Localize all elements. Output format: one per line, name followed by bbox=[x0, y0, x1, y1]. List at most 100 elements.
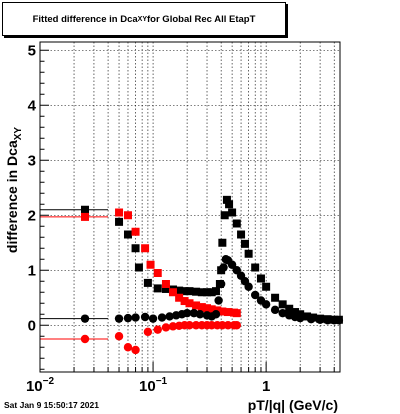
chart-title-suffix: for Global Rec All EtapT bbox=[147, 13, 256, 25]
data-point-square bbox=[203, 304, 212, 313]
data-point-square bbox=[185, 299, 194, 308]
data-point-circle bbox=[219, 263, 228, 272]
data-point-square bbox=[220, 211, 229, 220]
chart-title-prefix: Fitted difference in Dca bbox=[32, 13, 138, 25]
error-bar-layer bbox=[40, 209, 109, 340]
data-point-square bbox=[256, 274, 265, 283]
data-point-square bbox=[197, 288, 206, 297]
data-point-circle bbox=[295, 313, 305, 323]
y-axis-title: difference in DcaXY bbox=[4, 127, 24, 253]
data-point-square bbox=[123, 211, 132, 220]
data-point-square bbox=[207, 305, 216, 314]
data-point-square bbox=[228, 208, 237, 217]
y-tick-label: 0 bbox=[28, 317, 36, 334]
data-point-circle bbox=[80, 334, 90, 344]
data-point-circle bbox=[143, 327, 153, 337]
data-point-circle bbox=[270, 305, 280, 315]
data-point-square bbox=[180, 287, 189, 296]
data-point-square bbox=[232, 219, 241, 228]
data-point-square bbox=[262, 282, 271, 291]
data-point-square bbox=[207, 288, 216, 297]
data-point-circle bbox=[80, 314, 90, 323]
chart-title-subscript: XY bbox=[137, 15, 147, 23]
data-point-square bbox=[153, 284, 162, 293]
data-point-square bbox=[153, 269, 162, 277]
x-axis-title: pT/|q| (GeV/c) bbox=[248, 397, 338, 413]
data-point-circle bbox=[165, 312, 174, 321]
data-point-circle bbox=[148, 314, 158, 323]
y-axis-title-sub: XY bbox=[13, 127, 24, 141]
data-point-circle bbox=[161, 323, 171, 332]
data-point-square bbox=[271, 293, 280, 302]
data-point-square bbox=[161, 284, 170, 293]
data-point-square bbox=[291, 308, 300, 317]
data-point-circle bbox=[334, 316, 344, 325]
data-point-square bbox=[131, 244, 140, 253]
data-point-square bbox=[278, 300, 287, 309]
data-point-square bbox=[218, 238, 227, 247]
data-point-circle bbox=[140, 312, 150, 322]
data-point-square bbox=[222, 195, 231, 204]
y-axis-title-main: difference in Dca bbox=[4, 140, 20, 253]
data-point-circle bbox=[223, 321, 233, 330]
marker-layer bbox=[80, 195, 344, 355]
data-point-square bbox=[175, 286, 184, 295]
plot-frame bbox=[39, 41, 341, 373]
y-tick-label: 5 bbox=[28, 42, 36, 59]
x-tick-label: 10−2 bbox=[26, 376, 55, 395]
data-point-square bbox=[197, 303, 206, 312]
data-point-square bbox=[123, 230, 132, 239]
data-point-circle bbox=[323, 316, 332, 325]
y-tick-label: 1 bbox=[28, 262, 36, 279]
data-point-square bbox=[146, 260, 155, 269]
data-point-square bbox=[80, 205, 89, 214]
data-point-circle bbox=[131, 345, 140, 355]
data-point-square bbox=[224, 308, 233, 317]
data-point-square bbox=[192, 287, 201, 296]
data-point-square bbox=[225, 200, 234, 209]
data-point-circle bbox=[185, 321, 194, 330]
data-point-circle bbox=[244, 282, 253, 291]
data-point-square bbox=[143, 278, 152, 287]
data-point-square bbox=[134, 263, 143, 272]
data-point-square bbox=[161, 280, 170, 288]
data-point-square bbox=[232, 309, 241, 318]
data-point-circle bbox=[315, 315, 325, 324]
data-point-square bbox=[168, 288, 177, 297]
data-point-circle bbox=[261, 300, 271, 309]
data-point-circle bbox=[191, 321, 201, 330]
data-point-square bbox=[80, 212, 89, 221]
data-point-circle bbox=[227, 260, 237, 269]
data-point-square bbox=[180, 297, 189, 306]
y-tick-label: 3 bbox=[28, 152, 36, 169]
data-point-square bbox=[115, 217, 124, 226]
data-point-square bbox=[303, 312, 312, 321]
data-point-circle bbox=[182, 308, 192, 318]
data-point-circle bbox=[211, 310, 221, 319]
data-point-square bbox=[115, 208, 124, 217]
data-point-circle bbox=[216, 279, 226, 289]
data-point-square bbox=[240, 239, 249, 248]
data-point-square bbox=[185, 287, 194, 296]
data-point-square bbox=[244, 249, 253, 258]
data-point-square bbox=[218, 307, 227, 316]
x-tick-label: 1 bbox=[262, 378, 270, 395]
data-point-circle bbox=[123, 313, 133, 323]
data-point-circle bbox=[168, 322, 178, 331]
data-point-circle bbox=[232, 321, 241, 330]
data-point-circle bbox=[157, 313, 167, 322]
y-tick-label: 2 bbox=[28, 207, 36, 224]
data-point-circle bbox=[195, 310, 205, 319]
data-point-square bbox=[211, 287, 220, 296]
data-point-square bbox=[175, 293, 184, 302]
data-point-circle bbox=[250, 290, 260, 300]
chart-title-box: Fitted difference in Dca XY for Global Re… bbox=[2, 2, 286, 36]
data-point-square bbox=[251, 263, 260, 272]
data-point-square bbox=[237, 230, 246, 239]
tick-layer bbox=[39, 49, 335, 372]
data-point-square bbox=[131, 227, 140, 236]
data-point-circle bbox=[123, 343, 133, 352]
data-point-square bbox=[285, 304, 294, 313]
data-point-circle bbox=[114, 332, 124, 341]
data-point-square bbox=[192, 301, 201, 310]
